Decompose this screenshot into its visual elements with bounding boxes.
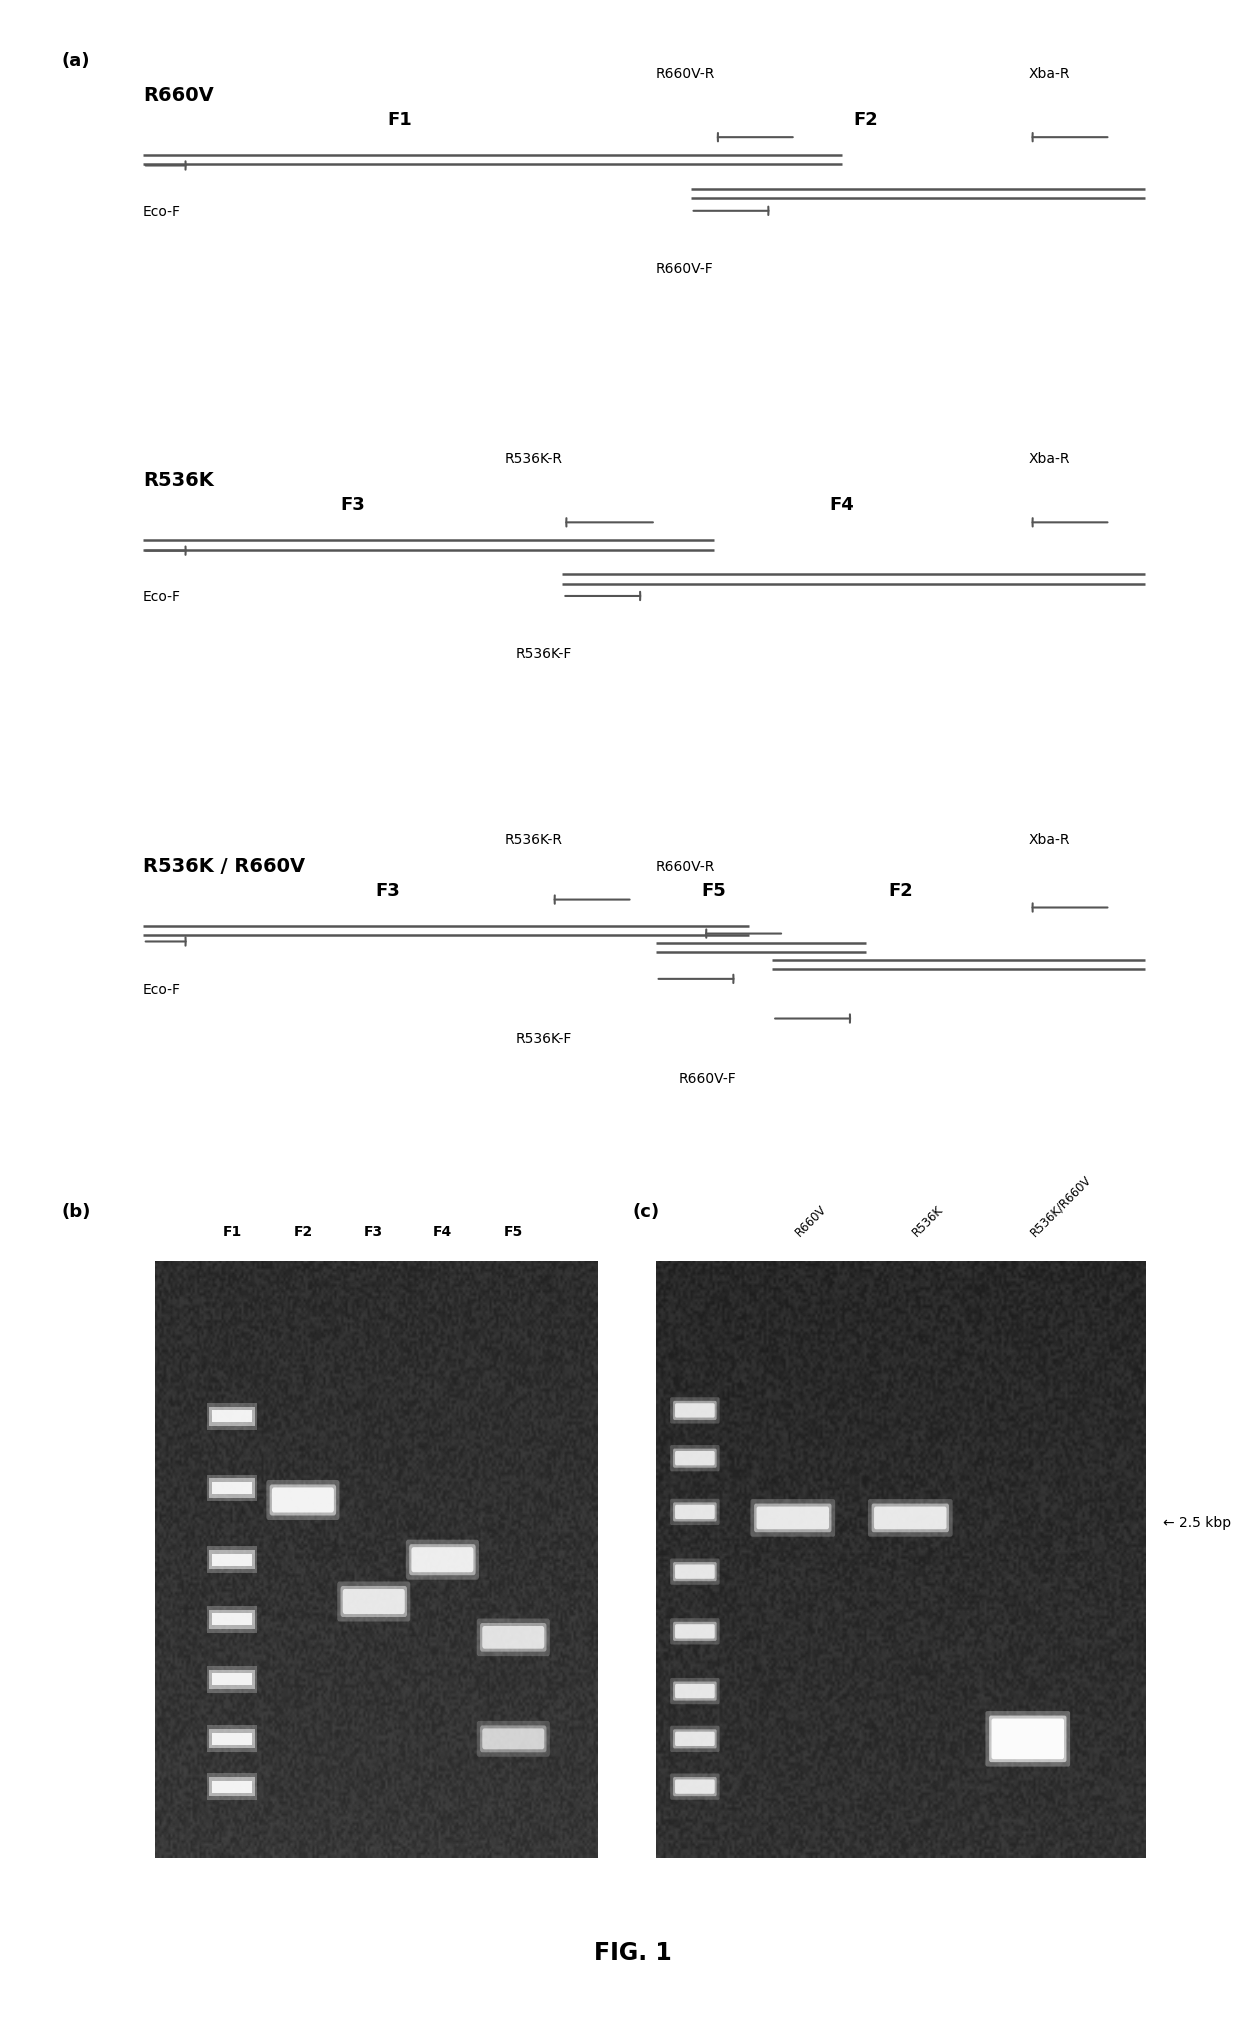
Text: Eco-F: Eco-F — [143, 591, 181, 605]
Text: F2: F2 — [293, 1224, 312, 1239]
Text: (a): (a) — [61, 53, 89, 69]
Text: R660V-R: R660V-R — [656, 861, 715, 873]
Text: F1: F1 — [387, 110, 412, 129]
Text: F2: F2 — [853, 110, 878, 129]
Text: R536K / R660V: R536K / R660V — [143, 856, 305, 875]
Text: Xba-R: Xba-R — [1029, 452, 1070, 466]
Text: R660V-R: R660V-R — [656, 67, 715, 80]
Text: FIG. 1: FIG. 1 — [594, 1940, 671, 1964]
Text: F4: F4 — [830, 497, 854, 515]
Text: F3: F3 — [365, 1224, 383, 1239]
Text: F2: F2 — [888, 881, 913, 899]
Text: R536K-R: R536K-R — [505, 834, 562, 848]
Text: R660V: R660V — [792, 1202, 830, 1239]
Text: F4: F4 — [433, 1224, 453, 1239]
Text: Eco-F: Eco-F — [143, 983, 181, 997]
Text: R660V-F: R660V-F — [680, 1071, 737, 1085]
Text: R536K-F: R536K-F — [516, 648, 572, 660]
Text: F1: F1 — [222, 1224, 242, 1239]
Text: R536K: R536K — [143, 472, 213, 491]
Text: R536K/R660V: R536K/R660V — [1028, 1173, 1094, 1239]
Text: R536K-R: R536K-R — [505, 452, 562, 466]
Text: ← 2.5 kbp: ← 2.5 kbp — [1163, 1517, 1231, 1531]
Text: R660V-F: R660V-F — [656, 262, 713, 276]
Text: R536K-F: R536K-F — [516, 1032, 572, 1047]
Text: R660V: R660V — [143, 86, 213, 104]
Text: F3: F3 — [376, 881, 401, 899]
Text: Eco-F: Eco-F — [143, 204, 181, 219]
Text: Xba-R: Xba-R — [1029, 834, 1070, 848]
Text: F5: F5 — [503, 1224, 523, 1239]
Text: R536K: R536K — [910, 1204, 946, 1239]
Text: (c): (c) — [632, 1202, 660, 1220]
Text: F5: F5 — [702, 881, 727, 899]
Text: (b): (b) — [61, 1202, 91, 1220]
Text: Xba-R: Xba-R — [1029, 67, 1070, 80]
Text: F3: F3 — [340, 497, 365, 515]
